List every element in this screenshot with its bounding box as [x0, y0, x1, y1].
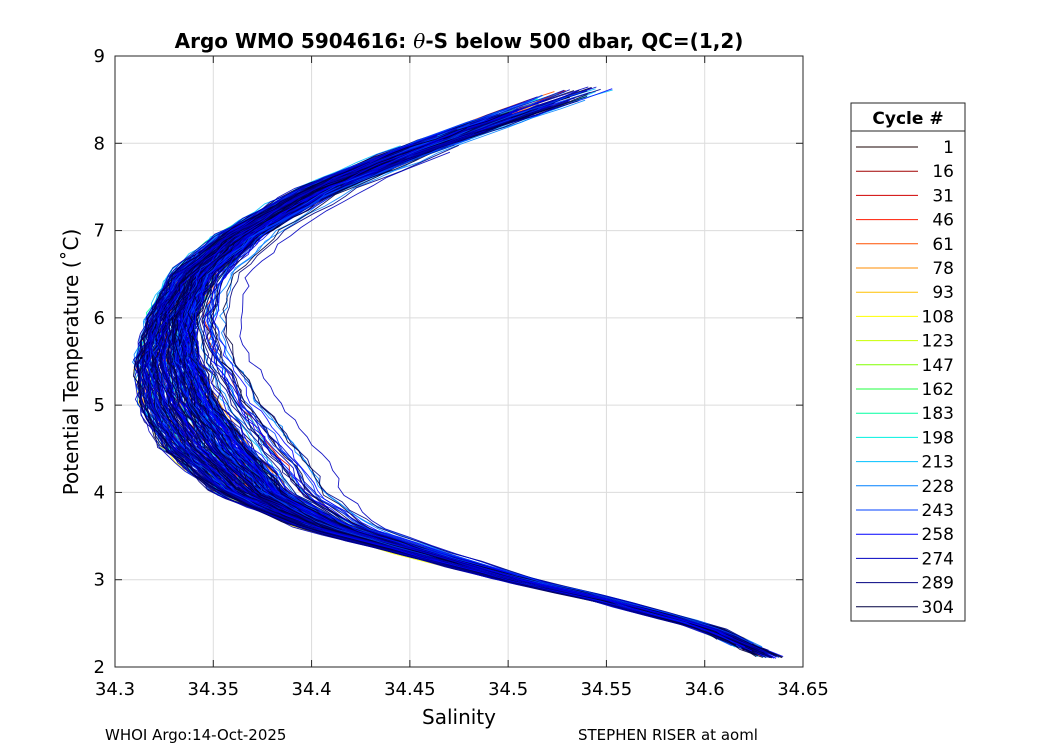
profile-line [137, 147, 703, 630]
x-axis-ticks: 34.3 34.35 34.4 34.45 34.5 34.55 34.6 34.65 [95, 56, 829, 700]
y-tick-label: 7 [94, 221, 105, 242]
legend-label: 147 [922, 356, 954, 376]
profile-line [223, 144, 774, 655]
title-theta: θ [413, 29, 425, 53]
y-tick-label: 9 [94, 46, 105, 67]
legend-label: 16 [932, 162, 954, 182]
profile-line [180, 117, 727, 634]
x-tick-label: 34.35 [188, 679, 240, 700]
legend-title: Cycle # [872, 109, 943, 129]
legend-label: 162 [922, 380, 954, 400]
legend-label: 228 [922, 477, 954, 497]
y-tick-label: 2 [94, 657, 105, 678]
legend-entries: 1 16 31 46 61 78 93 108 123 147 162 183 198 213 228 243… [856, 138, 954, 618]
x-tick-label: 34.4 [292, 679, 332, 700]
x-tick-label: 34.6 [685, 679, 725, 700]
legend-label: 78 [932, 259, 954, 279]
title-prefix: Argo WMO 5904616: [175, 29, 414, 53]
footer-left: WHOI Argo:14-Oct-2025 [105, 726, 287, 744]
y-axis-label: Potential Temperature (˚C) [59, 229, 83, 496]
legend-label: 183 [922, 404, 954, 424]
profile-line [147, 139, 732, 636]
legend-label: 243 [922, 501, 954, 521]
x-tick-label: 34.65 [777, 679, 829, 700]
title-suffix: -S below 500 dbar, QC=(1,2) [425, 29, 743, 53]
legend-label: 46 [932, 211, 954, 231]
x-tick-label: 34.3 [95, 679, 135, 700]
legend-label: 108 [922, 307, 954, 327]
legend-label: 304 [922, 598, 954, 618]
legend-label: 123 [922, 332, 954, 352]
legend-label: 198 [922, 428, 954, 448]
legend-label: 1 [943, 138, 954, 158]
x-axis-label: Salinity [422, 705, 496, 729]
legend-label: 61 [932, 235, 954, 255]
x-tick-label: 34.5 [488, 679, 528, 700]
legend: Cycle # 1 16 31 46 61 78 93 108 123 147 162 183 198 2… [850, 102, 966, 622]
y-tick-label: 4 [94, 482, 105, 503]
y-tick-label: 8 [94, 133, 105, 154]
profile-lines [131, 86, 784, 659]
footer-right: STEPHEN RISER at aoml [578, 726, 758, 744]
legend-label: 258 [922, 525, 954, 545]
profile-line [187, 127, 777, 657]
x-tick-label: 34.45 [384, 679, 436, 700]
y-tick-label: 5 [94, 395, 105, 416]
y-tick-label: 6 [94, 308, 105, 329]
profile-line [193, 138, 733, 639]
legend-label: 31 [932, 186, 954, 206]
plot-frame [114, 55, 804, 668]
legend-label: 289 [922, 574, 954, 594]
chart-title: Argo WMO 5904616: θ-S below 500 dbar, QC… [175, 29, 744, 53]
profile-line [180, 143, 753, 652]
legend-label: 274 [922, 549, 954, 569]
profile-line [203, 170, 763, 654]
profile-line [207, 185, 753, 645]
profile-line [156, 153, 746, 648]
y-axis-ticks: 2 3 4 5 6 7 8 9 [94, 46, 803, 678]
legend-label: 93 [932, 283, 954, 303]
y-tick-label: 3 [94, 570, 105, 591]
legend-label: 213 [922, 453, 954, 473]
x-tick-label: 34.55 [581, 679, 633, 700]
